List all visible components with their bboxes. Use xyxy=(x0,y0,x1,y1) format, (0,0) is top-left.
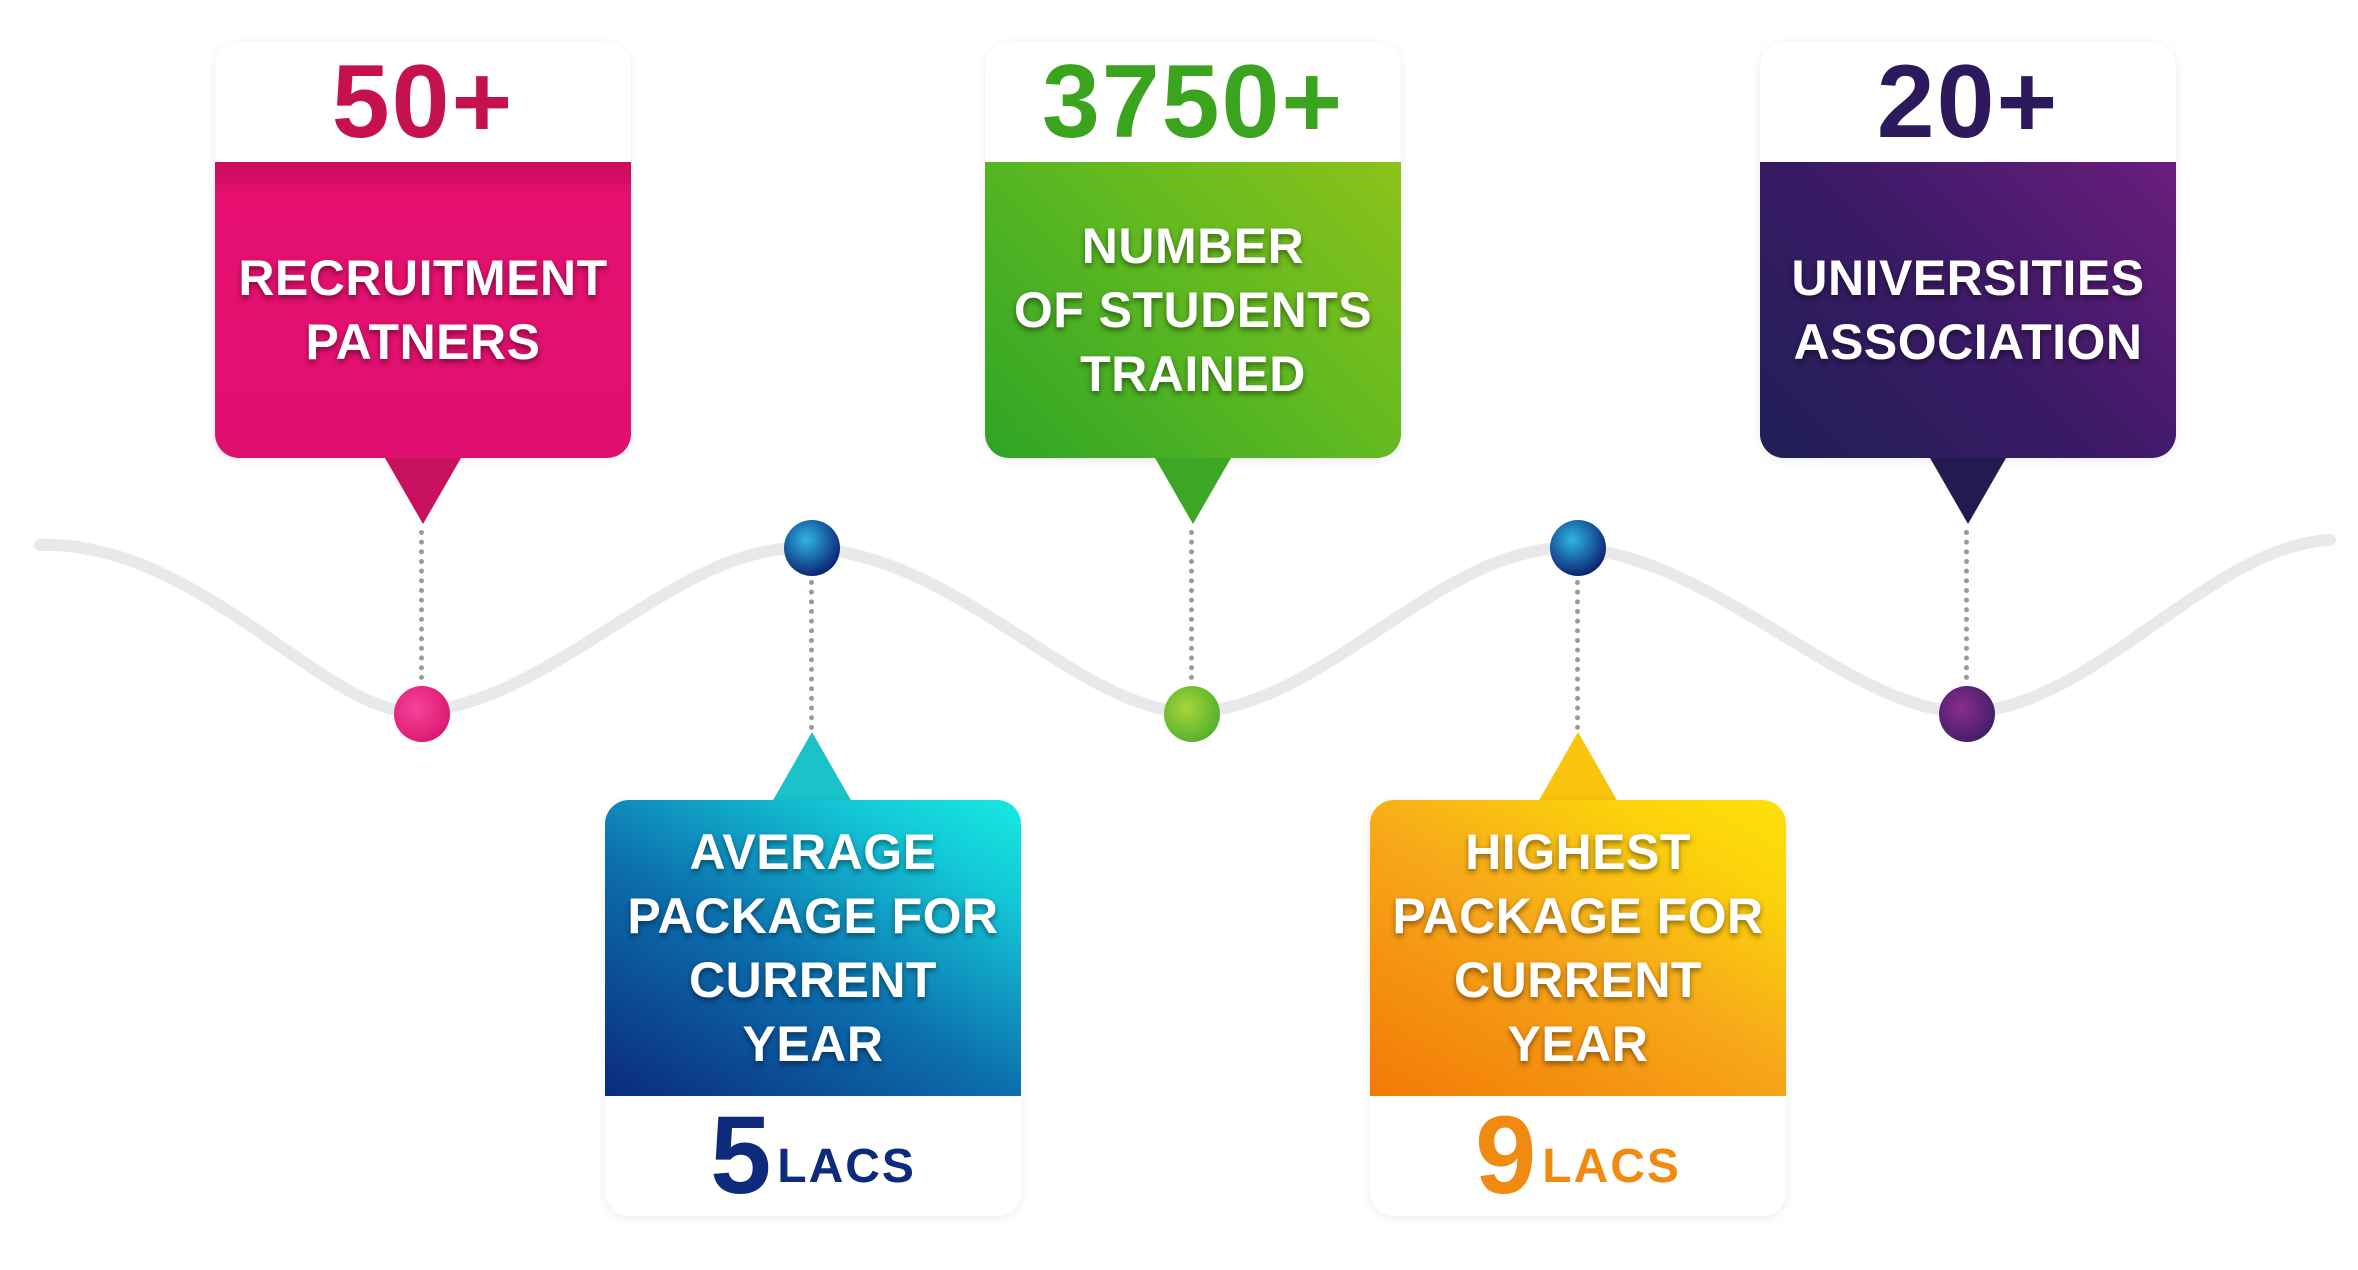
students-trained-card: 3750+ NUMBER OF STUDENTS TRAINED xyxy=(985,42,1401,458)
highest-package-value: 9 xyxy=(1475,1094,1539,1216)
recruitment-partners-label-box: RECRUITMENT PATNERS xyxy=(215,162,631,458)
average-package-unit: LACS xyxy=(777,1140,916,1193)
recruitment-partners-card: 50+ RECRUITMENT PATNERS xyxy=(215,42,631,458)
highest-package-connector xyxy=(1575,580,1580,730)
students-trained-value: 3750+ xyxy=(1041,44,1345,160)
recruitment-partners-connector xyxy=(419,530,424,680)
universities-association-card: 20+ UNIVERSITIES ASSOCIATION xyxy=(1760,42,2176,458)
label-line: NUMBER xyxy=(1081,218,1305,274)
universities-association-pointer xyxy=(1930,458,2006,524)
students-trained-pointer xyxy=(1155,458,1231,524)
highest-package-value-area: 9 LACS xyxy=(1370,1096,1786,1216)
label-line: RECRUITMENT xyxy=(238,250,608,306)
average-package-value: 5 xyxy=(710,1094,774,1216)
students-trained-connector xyxy=(1189,530,1194,680)
universities-association-node xyxy=(1939,686,1995,742)
label-line: YEAR xyxy=(742,1016,884,1072)
universities-association-value-area: 20+ xyxy=(1760,42,2176,162)
label-line: CURRENT xyxy=(1454,952,1702,1008)
highest-package-node xyxy=(1550,520,1606,576)
recruitment-partners-pointer xyxy=(385,458,461,524)
highest-package-unit: LACS xyxy=(1542,1140,1681,1193)
recruitment-partners-value-area: 50+ xyxy=(215,42,631,162)
universities-association-label-box: UNIVERSITIES ASSOCIATION xyxy=(1760,162,2176,458)
label-line: CURRENT xyxy=(689,952,937,1008)
students-trained-node xyxy=(1164,686,1220,742)
label-line: PATNERS xyxy=(305,314,541,370)
average-package-pointer xyxy=(772,732,852,802)
students-trained-value-area: 3750+ xyxy=(985,42,1401,162)
label-line: PACKAGE FOR xyxy=(627,888,999,944)
label-line: AVERAGE xyxy=(689,824,937,880)
universities-association-connector xyxy=(1964,530,1969,680)
average-package-card: AVERAGE PACKAGE FOR CURRENT YEAR 5 LACS xyxy=(605,800,1021,1216)
label-line: ASSOCIATION xyxy=(1793,314,2143,370)
universities-association-value: 20+ xyxy=(1876,44,2060,160)
label-line: TRAINED xyxy=(1080,346,1306,402)
average-package-value-area: 5 LACS xyxy=(605,1096,1021,1216)
label-line: OF STUDENTS xyxy=(1013,282,1373,338)
label-line: UNIVERSITIES xyxy=(1791,250,2145,306)
average-package-label-box: AVERAGE PACKAGE FOR CURRENT YEAR xyxy=(605,800,1021,1096)
highest-package-card: HIGHEST PACKAGE FOR CURRENT YEAR 9 LACS xyxy=(1370,800,1786,1216)
recruitment-partners-node xyxy=(394,686,450,742)
students-trained-label-box: NUMBER OF STUDENTS TRAINED xyxy=(985,162,1401,458)
label-line: HIGHEST xyxy=(1465,824,1691,880)
average-package-connector xyxy=(809,580,814,730)
recruitment-partners-value: 50+ xyxy=(331,44,515,160)
highest-package-label-box: HIGHEST PACKAGE FOR CURRENT YEAR xyxy=(1370,800,1786,1096)
average-package-node xyxy=(784,520,840,576)
label-line: PACKAGE FOR xyxy=(1392,888,1764,944)
label-line: YEAR xyxy=(1507,1016,1649,1072)
highest-package-pointer xyxy=(1538,732,1618,802)
